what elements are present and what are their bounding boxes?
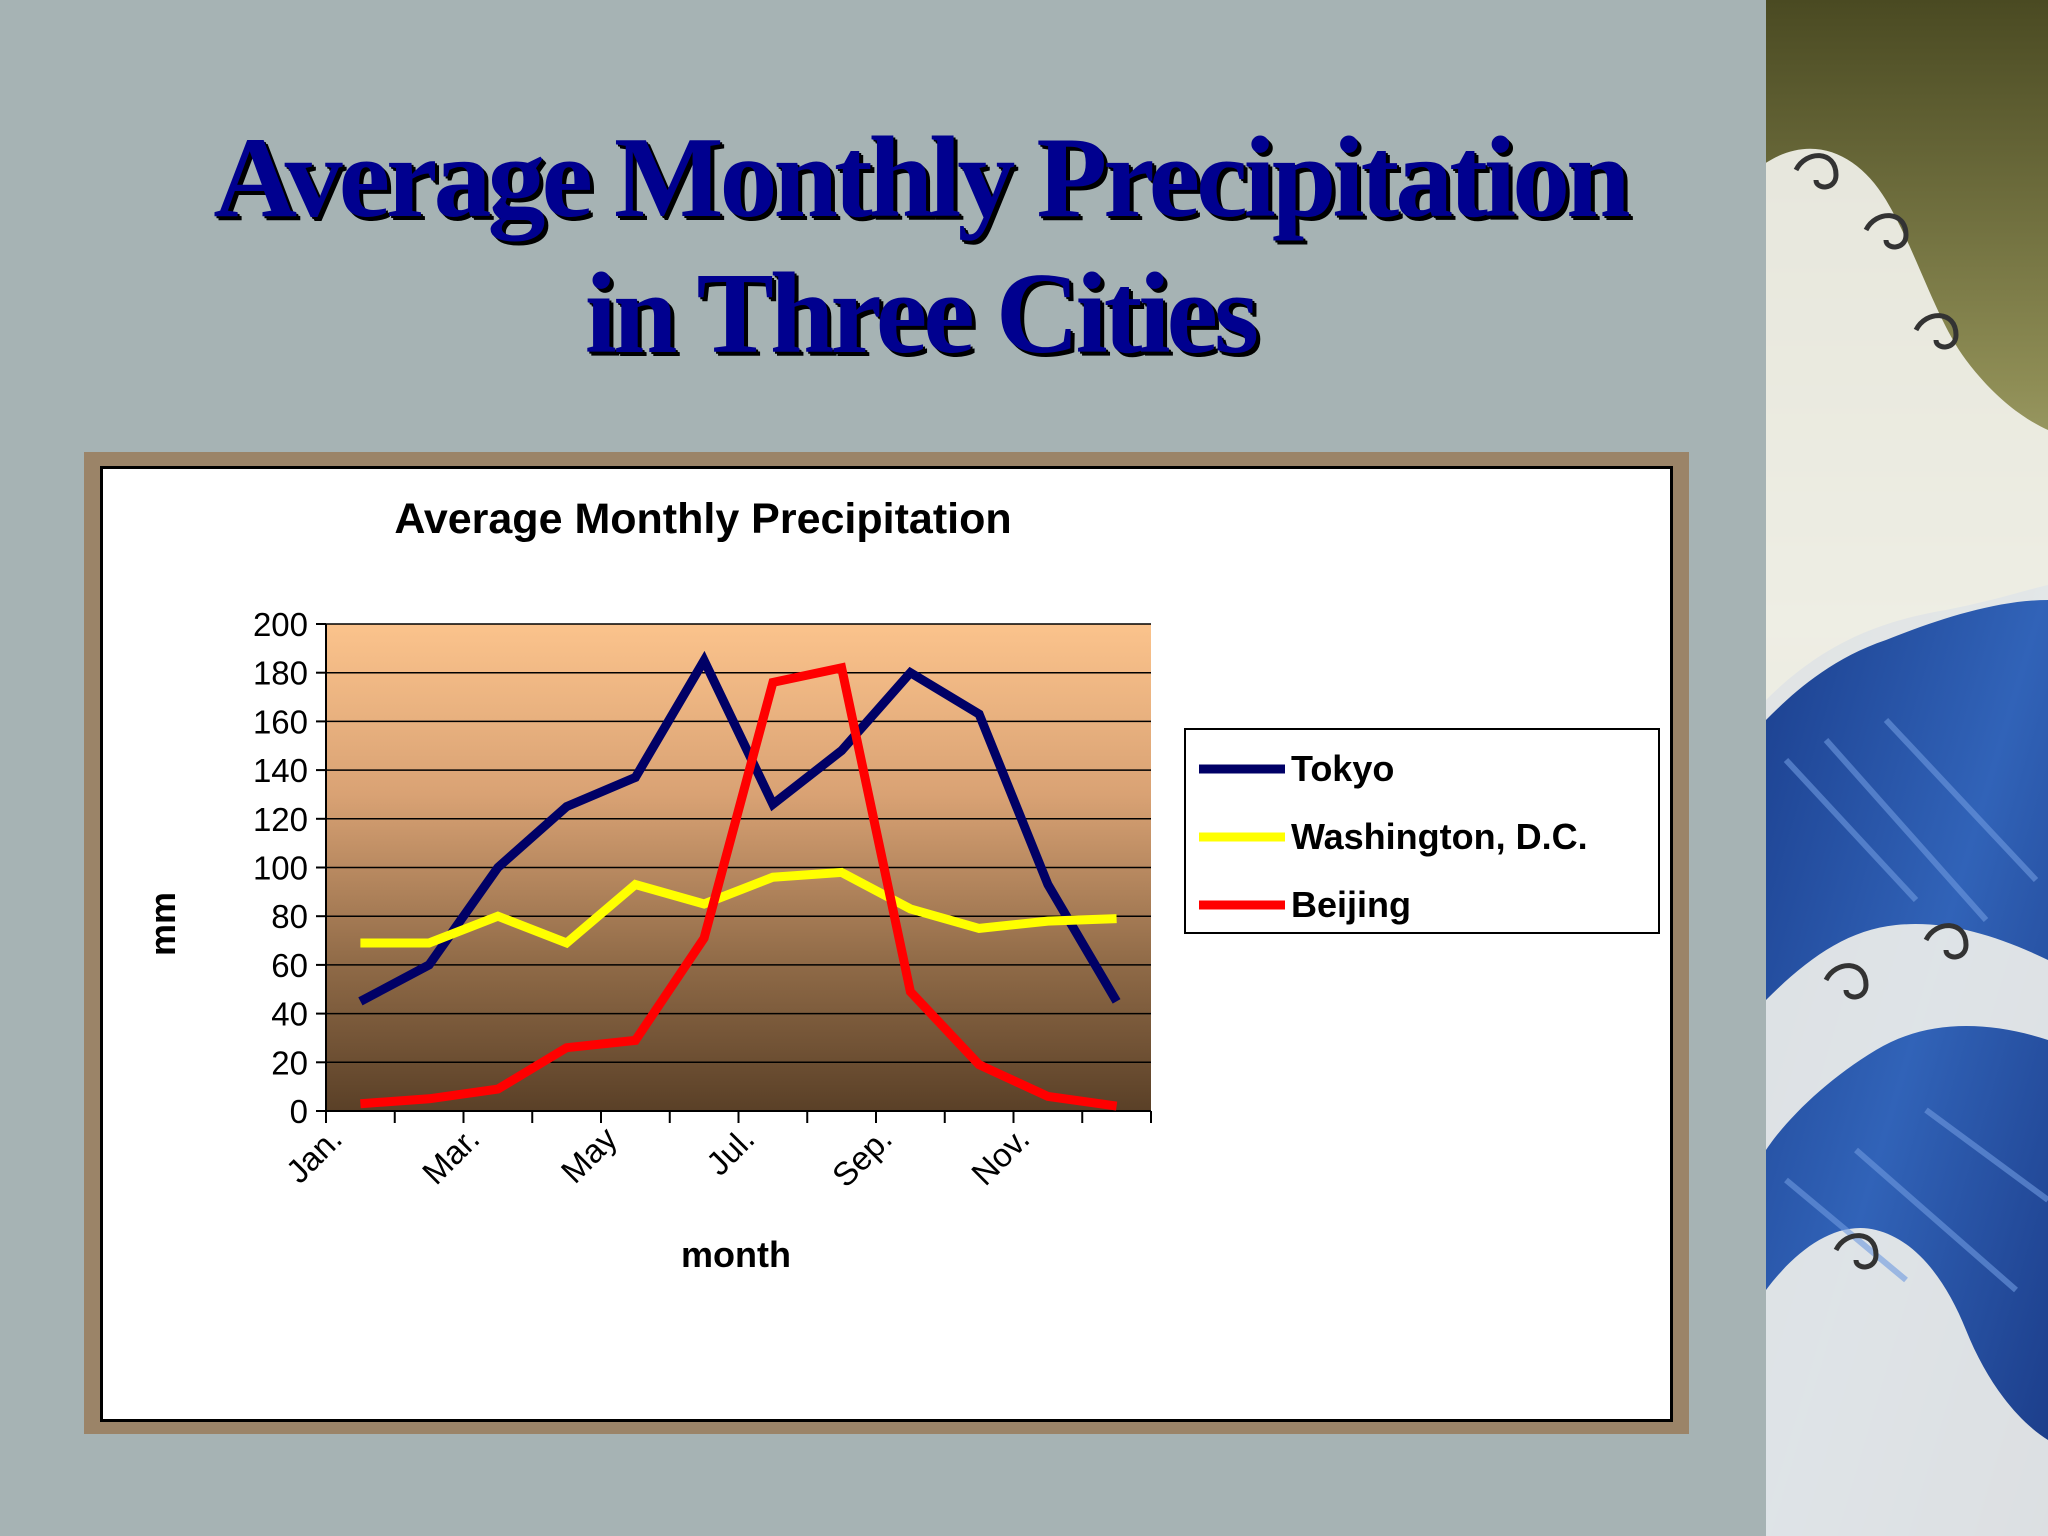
x-tick-label: Nov. [964,1120,1036,1192]
x-axis: Jan. Mar. May Jul. Sep. Nov. [279,1110,1152,1194]
series-line-beijing [360,662,1118,1111]
wave-crest-middle [1766,924,2048,1150]
slide-title-line-2: in Three Cities [584,250,1259,378]
x-tick-label: Jul. [699,1120,761,1182]
legend-label: Tokyo [1291,748,1394,789]
x-tick-label: Jan. [279,1120,349,1190]
wave-crest-upper [1766,148,2048,720]
sea-stripes [1783,717,2048,1293]
y-tick-label: 40 [271,996,308,1033]
slide-title-line-1: Average Monthly Precipitation [213,114,1630,242]
x-tick-label: Sep. [825,1120,899,1194]
y-tick-label: 120 [253,801,308,838]
y-tick-label: 60 [271,947,308,984]
y-tick-label: 100 [253,850,308,887]
y-tick-label: 0 [290,1093,308,1130]
y-tick-label: 180 [253,655,308,692]
x-axis-label: month [681,1234,791,1275]
series-line-washington-d-c [360,867,1117,949]
y-tick-label: 80 [271,898,308,935]
precipitation-chart: Average Monthly Precipitation 0 20 40 60 80 1… [142,495,1660,1275]
y-tick-label: 160 [253,703,308,740]
series-line-tokyo [358,650,1121,1006]
series-lines [358,650,1121,1111]
foam-curls [1793,153,1969,1270]
y-axis-label: mm [142,892,183,956]
legend-box [1184,728,1660,934]
wave-decoration-panel [1766,0,2048,1536]
legend-label: Beijing [1291,884,1411,925]
slide-title: Average Monthly Precipitation in Three C… [80,110,1760,382]
x-tick-label: May [554,1119,625,1190]
y-tick-label: 200 [253,606,308,643]
y-axis: 0 20 40 60 80 100 120 140 160 180 200 [253,606,327,1130]
chart-title: Average Monthly Precipitation [394,495,1011,543]
y-tick-label: 20 [271,1044,308,1081]
y-tick-label: 140 [253,752,308,789]
legend-label: Washington, D.C. [1291,816,1588,857]
wave-crest-lower [1766,1228,2048,1536]
chart-frame: Average Monthly Precipitation 0 20 40 60 80 1… [84,452,1689,1434]
x-tick-label: Mar. [415,1120,487,1192]
chart-area: Average Monthly Precipitation 0 20 40 60 80 1… [100,466,1673,1422]
legend: Tokyo Washington, D.C. Beijing [1184,728,1660,934]
